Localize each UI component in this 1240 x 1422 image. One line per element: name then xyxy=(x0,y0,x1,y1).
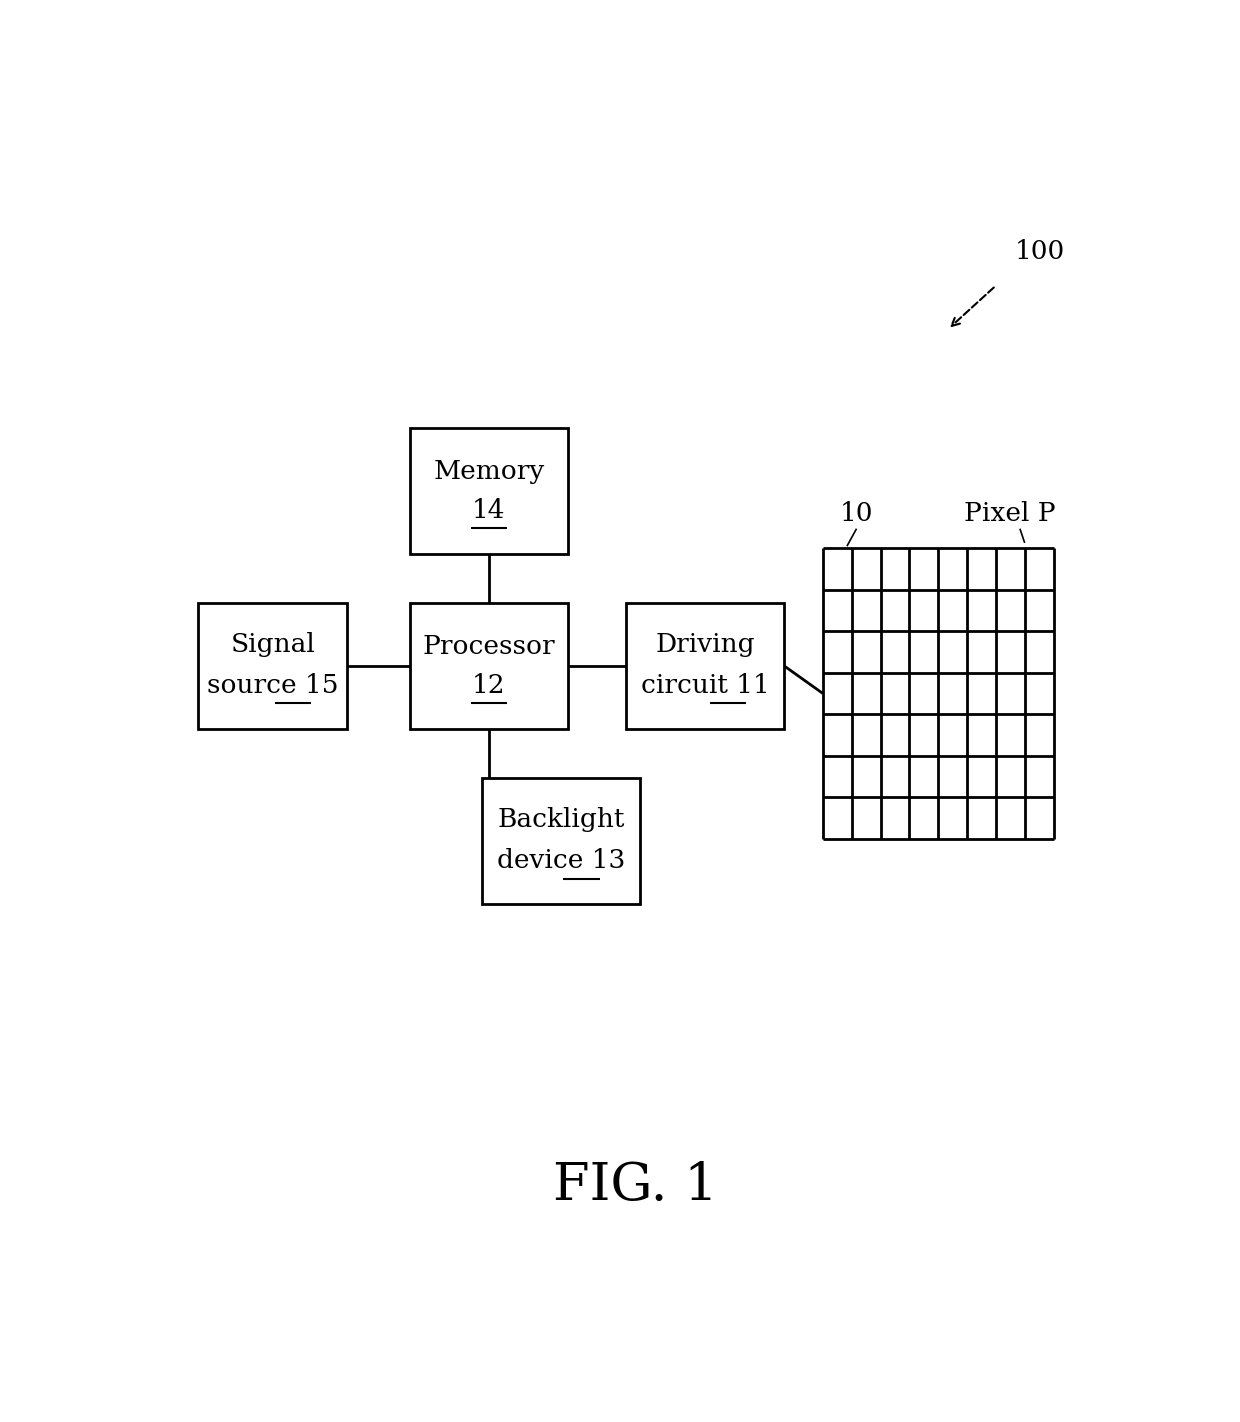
Text: Memory: Memory xyxy=(433,459,544,483)
Bar xyxy=(409,603,568,729)
Bar xyxy=(409,428,568,555)
Bar xyxy=(198,603,347,729)
Text: FIG. 1: FIG. 1 xyxy=(553,1160,718,1212)
Bar xyxy=(626,603,785,729)
Text: 10: 10 xyxy=(839,502,873,526)
Text: 100: 100 xyxy=(1016,239,1065,263)
Text: 14: 14 xyxy=(472,498,506,523)
Text: Signal: Signal xyxy=(231,631,315,657)
Text: 12: 12 xyxy=(472,673,506,698)
Text: Processor: Processor xyxy=(423,634,556,658)
Text: device 13: device 13 xyxy=(497,849,625,873)
Bar xyxy=(481,778,640,904)
Text: circuit 11: circuit 11 xyxy=(641,673,770,698)
Text: source 15: source 15 xyxy=(207,673,339,698)
Text: Pixel P: Pixel P xyxy=(965,502,1056,526)
Text: Backlight: Backlight xyxy=(497,806,625,832)
Text: Driving: Driving xyxy=(656,631,755,657)
